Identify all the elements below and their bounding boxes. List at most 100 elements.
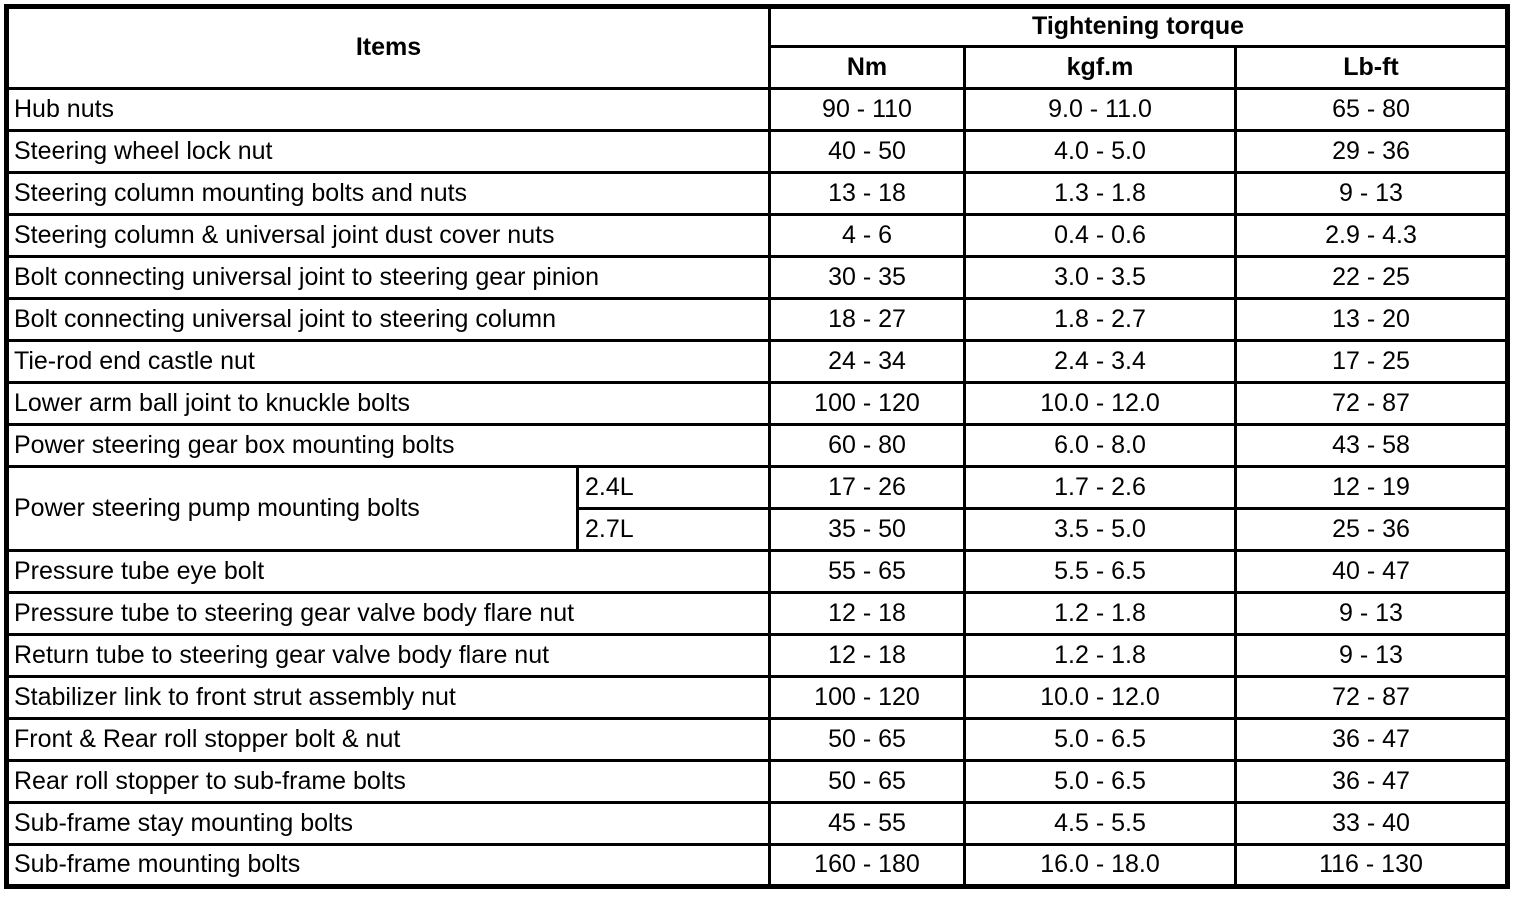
- torque-value-nm: 160 - 180: [768, 843, 966, 888]
- table-row: Bolt connecting universal joint to steer…: [5, 255, 1510, 300]
- table-row-pump-24: Power steering pump mounting bolts 2.4L …: [5, 465, 1510, 552]
- item-cell: Pressure tube eye bolt: [5, 549, 771, 594]
- item-cell: Stabilizer link to front strut assembly …: [5, 675, 771, 720]
- item-cell: Sub-frame stay mounting bolts: [5, 801, 771, 846]
- torque-value-lbft: 33 - 40: [1233, 801, 1510, 846]
- torque-value-lbft: 25 - 36: [1233, 507, 1510, 552]
- item-cell: Steering column & universal joint dust c…: [5, 213, 771, 258]
- torque-value-lbft: 9 - 13: [1233, 171, 1510, 216]
- torque-value-nm: 18 - 27: [768, 297, 966, 342]
- torque-value-nm: 45 - 55: [768, 801, 966, 846]
- item-cell: Power steering pump mounting bolts: [5, 465, 579, 552]
- torque-value-kgfm: 1.7 - 2.6: [963, 465, 1237, 510]
- torque-value-lbft: 9 - 13: [1233, 591, 1510, 636]
- torque-value-nm: 30 - 35: [768, 255, 966, 300]
- torque-value-lbft: 22 - 25: [1233, 255, 1510, 300]
- torque-value-lbft: 13 - 20: [1233, 297, 1510, 342]
- item-cell: Bolt connecting universal joint to steer…: [5, 297, 771, 342]
- torque-value-lbft: 65 - 80: [1233, 87, 1510, 132]
- header-row-group: Items Tightening torque: [5, 5, 1510, 90]
- unit-header-kgfm: kgf.m: [963, 45, 1237, 90]
- torque-value-lbft: 40 - 47: [1233, 549, 1510, 594]
- torque-value-kgfm: 2.4 - 3.4: [963, 339, 1237, 384]
- torque-value-nm: 17 - 26: [768, 465, 966, 510]
- table-row: Pressure tube eye bolt 55 - 65 5.5 - 6.5…: [5, 549, 1510, 594]
- table-row: Rear roll stopper to sub-frame bolts 50 …: [5, 759, 1510, 804]
- torque-value-lbft: 72 - 87: [1233, 381, 1510, 426]
- table-row: Hub nuts 90 - 110 9.0 - 11.0 65 - 80: [5, 87, 1510, 132]
- engine-variant-cell: 2.4L: [576, 465, 771, 510]
- table-row: Tie-rod end castle nut 24 - 34 2.4 - 3.4…: [5, 339, 1510, 384]
- table-row: Power steering gear box mounting bolts 6…: [5, 423, 1510, 468]
- torque-value-nm: 50 - 65: [768, 717, 966, 762]
- engine-variant-cell: 2.7L: [576, 507, 771, 552]
- torque-value-kgfm: 4.5 - 5.5: [963, 801, 1237, 846]
- torque-value-nm: 90 - 110: [768, 87, 966, 132]
- table-row-pump-27: 2.7L 35 - 50 3.5 - 5.0 25 - 36: [7, 507, 1510, 552]
- torque-value-kgfm: 0.4 - 0.6: [963, 213, 1237, 258]
- torque-value-kgfm: 3.5 - 5.0: [963, 507, 1237, 552]
- torque-value-lbft: 2.9 - 4.3: [1233, 213, 1510, 258]
- table-row: Pressure tube to steering gear valve bod…: [5, 591, 1510, 636]
- torque-value-nm: 12 - 18: [768, 591, 966, 636]
- table-row: Stabilizer link to front strut assembly …: [5, 675, 1510, 720]
- torque-value-nm: 35 - 50: [768, 507, 966, 552]
- tightening-torque-header: Tightening torque: [767, 5, 1510, 48]
- table-row: Sub-frame stay mounting bolts 45 - 55 4.…: [5, 801, 1510, 846]
- item-cell: Steering column mounting bolts and nuts: [5, 171, 771, 216]
- torque-value-kgfm: 10.0 - 12.0: [963, 675, 1237, 720]
- item-cell: Tie-rod end castle nut: [5, 339, 771, 384]
- item-cell: Sub-frame mounting bolts: [5, 843, 771, 888]
- tightening-torque-table: Items Tightening torque Nm kgf.m Lb-ft H…: [4, 4, 1511, 889]
- torque-value-kgfm: 1.8 - 2.7: [963, 297, 1237, 342]
- table-row: Bolt connecting universal joint to steer…: [5, 297, 1510, 342]
- torque-value-kgfm: 4.0 - 5.0: [963, 129, 1237, 174]
- item-cell: Steering wheel lock nut: [5, 129, 771, 174]
- item-cell: Power steering gear box mounting bolts: [5, 423, 771, 468]
- table-row: Front & Rear roll stopper bolt & nut 50 …: [5, 717, 1510, 762]
- torque-value-kgfm: 1.2 - 1.8: [963, 591, 1237, 636]
- header-row-units: Nm kgf.m Lb-ft: [7, 45, 1510, 90]
- torque-value-kgfm: 16.0 - 18.0: [963, 843, 1237, 888]
- table-row: Steering column mounting bolts and nuts …: [5, 171, 1510, 216]
- table-row: Steering column & universal joint dust c…: [5, 213, 1510, 258]
- torque-value-lbft: 12 - 19: [1233, 465, 1510, 510]
- item-cell: Return tube to steering gear valve body …: [5, 633, 771, 678]
- torque-value-nm: 13 - 18: [768, 171, 966, 216]
- torque-value-lbft: 36 - 47: [1233, 717, 1510, 762]
- torque-value-kgfm: 5.0 - 6.5: [963, 759, 1237, 804]
- torque-value-nm: 100 - 120: [768, 381, 966, 426]
- item-cell: Bolt connecting universal joint to steer…: [5, 255, 771, 300]
- torque-value-kgfm: 9.0 - 11.0: [963, 87, 1237, 132]
- torque-value-nm: 12 - 18: [768, 633, 966, 678]
- torque-value-lbft: 9 - 13: [1233, 633, 1510, 678]
- torque-value-lbft: 29 - 36: [1233, 129, 1510, 174]
- torque-value-nm: 55 - 65: [768, 549, 966, 594]
- torque-value-nm: 40 - 50: [768, 129, 966, 174]
- torque-value-nm: 50 - 65: [768, 759, 966, 804]
- unit-header-nm: Nm: [768, 45, 966, 90]
- torque-value-lbft: 72 - 87: [1233, 675, 1510, 720]
- item-cell: Lower arm ball joint to knuckle bolts: [5, 381, 771, 426]
- torque-value-lbft: 116 - 130: [1233, 843, 1510, 888]
- torque-value-kgfm: 10.0 - 12.0: [963, 381, 1237, 426]
- torque-value-nm: 60 - 80: [768, 423, 966, 468]
- table-row: Lower arm ball joint to knuckle bolts 10…: [5, 381, 1510, 426]
- items-column-header: Items: [5, 5, 771, 90]
- torque-value-lbft: 43 - 58: [1233, 423, 1510, 468]
- torque-value-nm: 24 - 34: [768, 339, 966, 384]
- item-cell: Hub nuts: [5, 87, 771, 132]
- table-row: Steering wheel lock nut 40 - 50 4.0 - 5.…: [5, 129, 1510, 174]
- torque-value-kgfm: 3.0 - 3.5: [963, 255, 1237, 300]
- unit-header-lbft: Lb-ft: [1233, 45, 1510, 90]
- item-cell: Rear roll stopper to sub-frame bolts: [5, 759, 771, 804]
- table-row: Return tube to steering gear valve body …: [5, 633, 1510, 678]
- torque-value-kgfm: 1.3 - 1.8: [963, 171, 1237, 216]
- torque-value-kgfm: 5.0 - 6.5: [963, 717, 1237, 762]
- item-cell: Front & Rear roll stopper bolt & nut: [5, 717, 771, 762]
- torque-value-nm: 100 - 120: [768, 675, 966, 720]
- table-row: Sub-frame mounting bolts 160 - 180 16.0 …: [5, 843, 1510, 888]
- torque-value-kgfm: 6.0 - 8.0: [963, 423, 1237, 468]
- item-cell: Pressure tube to steering gear valve bod…: [5, 591, 771, 636]
- torque-value-lbft: 36 - 47: [1233, 759, 1510, 804]
